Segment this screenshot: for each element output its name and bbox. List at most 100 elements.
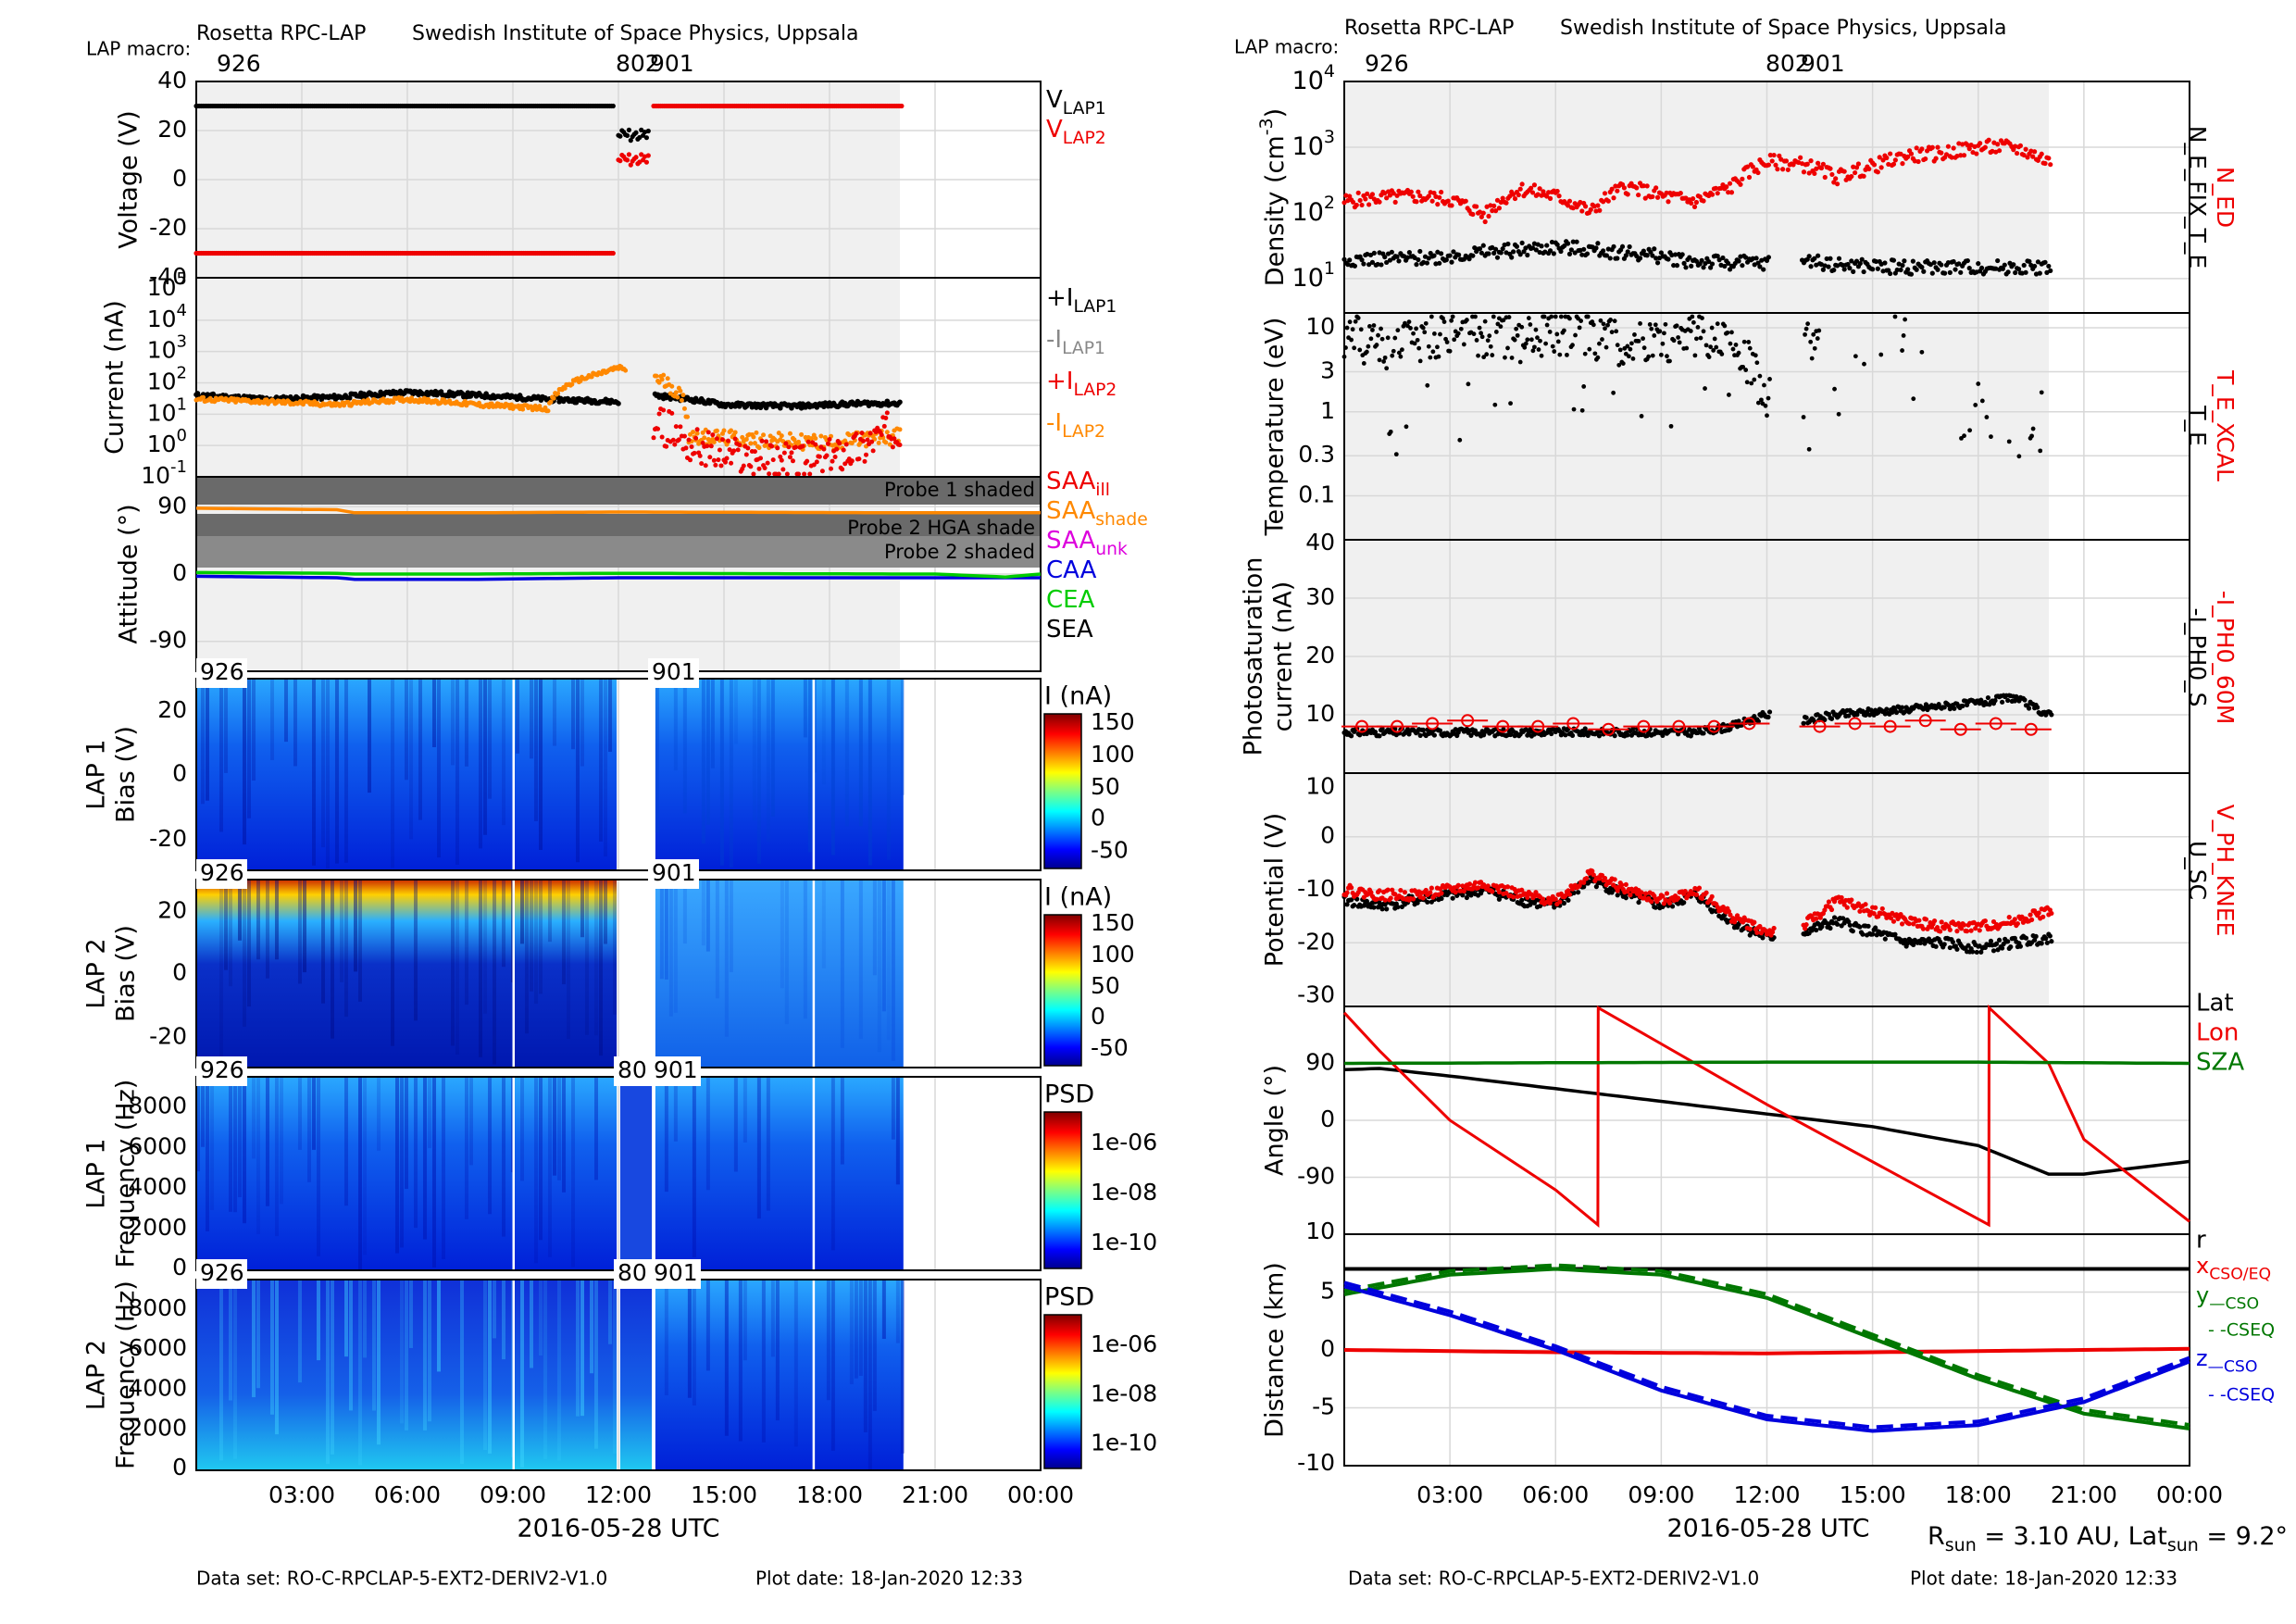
data-point: [1623, 253, 1628, 258]
data-point: [1452, 337, 1457, 343]
data-point: [1453, 890, 1458, 895]
data-point: [637, 134, 643, 141]
data-point: [1674, 323, 1679, 329]
data-point: [1529, 185, 1534, 191]
heatmap-stripe: [594, 1077, 598, 1181]
data-point: [1525, 894, 1530, 900]
data-point: [1463, 198, 1468, 204]
data-point: [1762, 382, 1766, 388]
y-tick-label: 2000: [128, 1415, 187, 1442]
heatmap-stripe: [539, 1077, 543, 1241]
data-point: [1597, 341, 1602, 346]
colorbar-tick: 50: [1091, 972, 1120, 999]
series-line: [1343, 1346, 2190, 1355]
data-point: [1696, 885, 1703, 891]
data-point: [661, 407, 667, 413]
data-point: [1470, 253, 1476, 258]
series-label: T_E_XCAL: [2212, 369, 2239, 481]
heatmap-stripe: [770, 1280, 775, 1357]
data-point: [1341, 256, 1347, 262]
segment-tag-bg: [196, 1259, 247, 1289]
data-point: [1798, 155, 1803, 160]
data-point: [1593, 884, 1599, 890]
heatmap-stripe: [863, 1280, 867, 1433]
x-tick-label: 06:00: [374, 1481, 441, 1508]
heatmap-stripe: [557, 1280, 561, 1461]
data-point: [1372, 729, 1379, 735]
data-point: [1364, 898, 1369, 904]
data-point: [800, 443, 805, 449]
data-point: [1641, 336, 1645, 342]
heatmap-stripe: [196, 1077, 200, 1172]
data-point: [849, 441, 855, 446]
heatmap-stripe: [516, 679, 519, 754]
data-point: [1662, 331, 1666, 336]
data-point: [1515, 332, 1520, 338]
heatmap-stripe: [553, 679, 556, 746]
data-point: [1619, 882, 1625, 888]
data-point: [1379, 326, 1383, 331]
heatmap-stripe: [692, 1280, 696, 1405]
heatmap-stripe: [428, 1280, 431, 1422]
heatmap-stripe: [659, 880, 664, 980]
y-tick-label: 0.1: [1298, 481, 1335, 508]
data-point: [1496, 719, 1510, 733]
data-point: [1557, 352, 1563, 357]
data-point: [1382, 897, 1388, 903]
data-point: [775, 445, 780, 451]
data-point: [1504, 884, 1511, 890]
data-point: [1517, 186, 1523, 192]
data-point: [1851, 269, 1856, 274]
y-tick-label: 0: [1320, 822, 1335, 849]
data-point: [1567, 316, 1572, 321]
data-point: [1923, 917, 1929, 922]
data-point: [1611, 390, 1616, 395]
heatmap-stripe: [233, 1077, 237, 1213]
data-point: [1644, 253, 1650, 258]
data-point: [1593, 245, 1599, 251]
heatmap-stripe: [539, 679, 543, 850]
shade-band: [196, 477, 1041, 505]
data-point: [1437, 194, 1442, 200]
data-point: [2027, 258, 2032, 264]
data-point: [1605, 198, 1611, 204]
series-label: -I_PH0_60M: [2212, 591, 2239, 725]
data-point: [1758, 931, 1765, 936]
dataset-label: Data set: RO-C-RPCLAP-5-EXT2-DERIV2-V1.0: [196, 1568, 607, 1590]
heatmap-stripe: [395, 1077, 399, 1254]
data-point: [1888, 151, 1893, 156]
data-point: [700, 430, 705, 435]
data-point: [1919, 349, 1925, 355]
data-point: [1379, 726, 1385, 731]
data-point: [1822, 174, 1828, 181]
band-label: Probe 2 HGA shade: [847, 517, 1035, 539]
data-point: [673, 424, 679, 430]
y-tick-label: 103: [147, 332, 187, 364]
data-point: [1450, 895, 1455, 901]
data-point: [1464, 318, 1469, 322]
data-point: [1410, 896, 1416, 902]
data-point: [1719, 352, 1725, 356]
heatmap-stripe: [377, 1280, 381, 1445]
heatmap-stripe: [682, 880, 687, 944]
heatmap-stripe: [891, 1077, 895, 1140]
data-point: [1379, 906, 1385, 912]
data-point: [1412, 255, 1417, 260]
heatmap-stripe: [761, 1280, 766, 1443]
heatmap-stripe: [252, 1280, 256, 1398]
y-tick-label: 40: [157, 67, 187, 94]
data-point: [748, 441, 754, 446]
heatmap-stripe: [284, 679, 288, 743]
heatmap-stripe: [756, 1077, 761, 1219]
data-point: [1367, 252, 1374, 258]
data-point: [869, 439, 875, 444]
data-point: [1749, 381, 1754, 386]
data-point: [2026, 706, 2032, 711]
segment-tag: 926: [200, 658, 244, 685]
data-point: [779, 457, 784, 463]
heatmap-stripe: [363, 1077, 367, 1255]
data-point: [681, 433, 687, 439]
data-point: [1485, 338, 1491, 344]
data-point: [1417, 248, 1423, 255]
heatmap-stripe: [317, 1077, 320, 1256]
